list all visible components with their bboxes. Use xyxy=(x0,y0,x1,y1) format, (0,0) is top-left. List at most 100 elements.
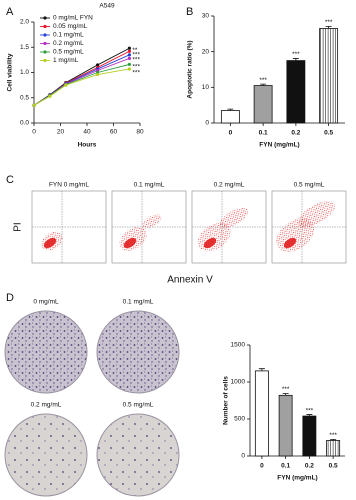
significance: *** xyxy=(306,407,314,414)
y-tick-label: 20 xyxy=(202,48,210,55)
y-tick-label: 0 xyxy=(241,453,245,460)
point xyxy=(48,94,52,98)
significance: *** xyxy=(132,69,140,76)
series-line xyxy=(33,68,130,106)
flow-panel-label: 0.2 mg/mL xyxy=(214,182,245,189)
colony-plate xyxy=(96,310,180,394)
x-tick-label: 0 xyxy=(32,129,36,136)
x-tick-label: 0.2 xyxy=(291,130,300,137)
y-tick-label: 0.0 xyxy=(20,120,29,127)
flow-y-label: PI xyxy=(13,222,24,231)
legend-marker xyxy=(43,58,47,63)
flow-plot xyxy=(31,190,107,264)
cell-spread xyxy=(141,214,162,229)
legend-marker xyxy=(43,50,47,54)
legend-marker xyxy=(43,16,47,20)
colony-plate xyxy=(4,413,88,497)
legend-label: 0.05 mg/mL xyxy=(53,23,88,30)
colony-label: 0.2 mg/mL xyxy=(31,402,62,409)
flow-panel-label: 0.5 mg/mL xyxy=(294,182,325,189)
colony-label: 0.1 mg/mL xyxy=(123,299,154,306)
legend-label: 0.5 mg/mL xyxy=(53,49,84,56)
bar xyxy=(302,415,317,457)
legend-label: 0 mg/mL FYN xyxy=(53,15,93,22)
bar xyxy=(278,394,293,457)
y-tick-label: 10 xyxy=(202,84,210,91)
error-bar xyxy=(282,393,289,396)
y-tick-label: 1.0 xyxy=(20,69,29,76)
y-tick-label: 0.5 xyxy=(20,94,29,101)
legend-label: 0.2 mg/mL xyxy=(53,40,84,47)
chart-title: A549 xyxy=(99,3,115,10)
error-bar xyxy=(325,25,332,29)
y-tick-label: 1.5 xyxy=(20,44,29,51)
point xyxy=(127,46,131,50)
panel-label: C xyxy=(6,174,14,186)
bar xyxy=(326,440,341,457)
error-bar xyxy=(258,368,265,371)
x-tick-label: 0 xyxy=(229,130,233,137)
point xyxy=(64,83,68,87)
point xyxy=(127,67,131,71)
legend-marker xyxy=(43,24,47,29)
x-axis-label: FYN (mg/mL) xyxy=(277,475,317,482)
colony-plate xyxy=(96,413,180,497)
x-tick-label: 80 xyxy=(136,129,144,136)
y-tick-label: 1500 xyxy=(231,342,246,349)
legend-label: 1 mg/mL xyxy=(53,57,79,64)
significance: *** xyxy=(259,77,267,84)
cell-core xyxy=(283,237,297,249)
y-tick-label: 0 xyxy=(205,120,209,127)
cell-core xyxy=(123,237,137,249)
x-axis-label: FYN (mg/mL) xyxy=(259,142,299,149)
significance: *** xyxy=(132,56,140,63)
x-tick-label: 0.5 xyxy=(329,463,338,470)
error-bar xyxy=(306,414,313,417)
error-bar xyxy=(292,58,299,61)
bar xyxy=(254,370,269,457)
panel-label: B xyxy=(186,6,193,18)
error-bar xyxy=(227,108,234,111)
y-tick-label: 2.0 xyxy=(20,19,29,26)
error-bar xyxy=(330,438,337,441)
panel-label: A xyxy=(6,6,14,18)
colony-label: 0 mg/mL xyxy=(33,299,59,306)
decor xyxy=(4,190,347,497)
error-bar xyxy=(260,83,267,86)
y-tick-label: 30 xyxy=(202,13,210,20)
bar xyxy=(319,28,339,124)
legend-marker xyxy=(43,41,47,46)
point xyxy=(127,49,131,53)
point xyxy=(32,103,36,107)
colony-label: 0.5 mg/mL xyxy=(123,402,154,409)
significance: *** xyxy=(325,19,333,26)
bar xyxy=(220,110,240,124)
bar xyxy=(253,85,273,124)
series-line xyxy=(33,63,130,106)
flow-panel-label: FYN 0 mg/mL xyxy=(49,182,89,189)
x-tick-label: 40 xyxy=(83,129,91,136)
y-tick-label: 500 xyxy=(234,416,245,423)
point xyxy=(127,53,131,57)
series-line xyxy=(33,57,130,106)
x-tick-label: 20 xyxy=(57,129,65,136)
point xyxy=(96,63,100,67)
significance: ** xyxy=(132,47,138,54)
panel-label: D xyxy=(6,292,14,304)
x-tick-label: 60 xyxy=(110,129,118,136)
significance: *** xyxy=(132,64,140,71)
cell-spread xyxy=(297,200,336,228)
x-axis-label: Hours xyxy=(78,142,97,149)
significance: *** xyxy=(329,432,337,439)
x-tick-label: 0.1 xyxy=(259,130,268,137)
y-tick-label: 1000 xyxy=(231,379,246,386)
colony-plate xyxy=(4,310,88,394)
point xyxy=(127,62,131,67)
flow-panel-label: 0.1 mg/mL xyxy=(134,182,165,189)
legend-marker xyxy=(43,33,47,37)
x-tick-label: 0.5 xyxy=(324,130,333,137)
x-tick-label: 0.1 xyxy=(281,463,290,470)
bar xyxy=(286,60,306,124)
y-axis-label: Number of cells xyxy=(223,376,230,425)
